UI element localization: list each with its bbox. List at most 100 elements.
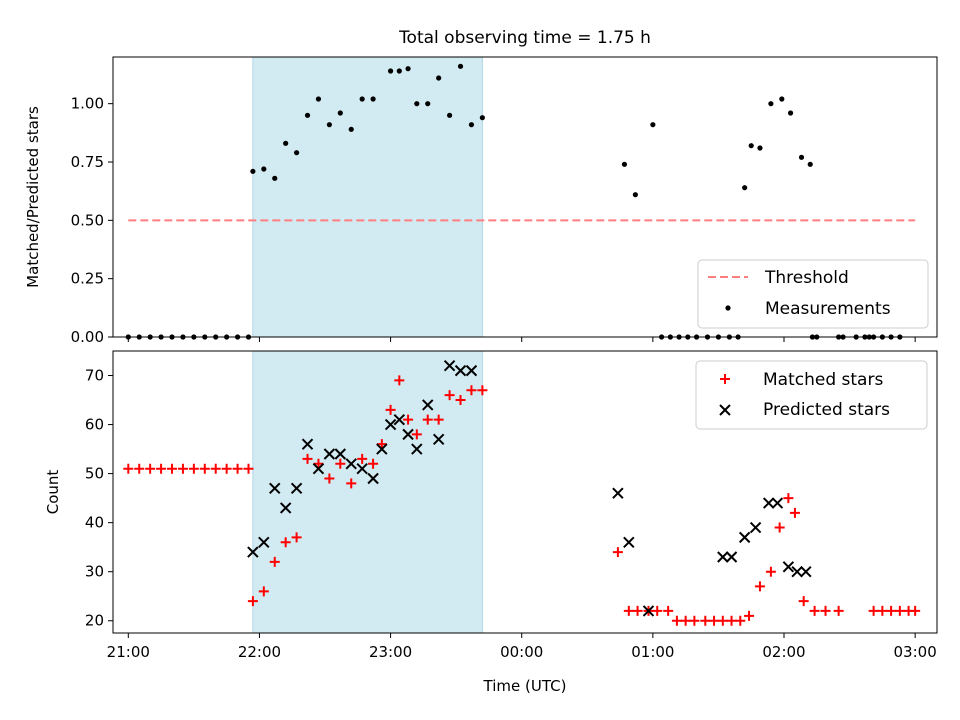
- y-tick-label: 50: [85, 465, 104, 483]
- measurement-point: [315, 96, 322, 102]
- series-predicted-stars: [247, 360, 812, 617]
- matched-point: [652, 605, 663, 616]
- legend: Matched stars Predicted stars: [695, 360, 928, 430]
- measurement-point: [405, 66, 411, 72]
- matched-point: [735, 615, 746, 626]
- measurement-point: [425, 101, 431, 107]
- matched-point: [123, 463, 134, 474]
- matched-point: [385, 404, 396, 415]
- measurement-point: [272, 175, 278, 181]
- predicted-point: [623, 536, 635, 548]
- measurement-point: [348, 126, 354, 132]
- measurement-point: [396, 68, 402, 74]
- predicted-point: [642, 605, 655, 617]
- predicted-point: [454, 364, 467, 377]
- matched-point: [798, 596, 809, 607]
- measurement-point: [370, 96, 376, 102]
- legend-predicted-swatch: [719, 404, 731, 416]
- x-tick-label: 21:00: [107, 643, 150, 661]
- matched-point: [726, 615, 737, 626]
- predicted-point: [738, 531, 751, 544]
- measurement-point: [283, 140, 289, 146]
- matched-point: [717, 615, 728, 626]
- x-tick-label: 03:00: [894, 643, 937, 661]
- matched-point: [177, 463, 188, 474]
- predicted-point: [791, 565, 803, 578]
- matched-point: [886, 605, 897, 616]
- predicted-point: [411, 443, 423, 455]
- axes-frame: [112, 350, 938, 634]
- predicted-point: [717, 551, 729, 563]
- y-tick-label: 0.75: [71, 153, 104, 171]
- y-tick-label: 20: [85, 612, 104, 630]
- predicted-point: [771, 497, 784, 509]
- measurement-point: [779, 96, 785, 102]
- measurement-point: [359, 96, 365, 102]
- predicted-point: [356, 462, 368, 475]
- predicted-point: [422, 399, 434, 411]
- y-axis-label: Matched/Predicted stars: [24, 106, 42, 288]
- predicted-point: [312, 462, 325, 475]
- predicted-point: [247, 546, 259, 558]
- legend-matched-swatch: [720, 374, 730, 384]
- predicted-point: [301, 438, 314, 450]
- matched-point: [671, 615, 682, 626]
- matched-point: [422, 414, 433, 425]
- predicted-point: [334, 448, 347, 460]
- predicted-point: [762, 497, 775, 509]
- matched-point: [243, 463, 254, 474]
- matched-point: [877, 605, 888, 616]
- matched-point: [612, 547, 623, 558]
- matched-point: [269, 556, 280, 567]
- matched-point: [689, 615, 700, 626]
- legend-box: [697, 259, 929, 329]
- predicted-point: [800, 565, 812, 578]
- matched-point: [623, 605, 634, 616]
- y-tick-label: 30: [85, 563, 104, 581]
- predicted-point: [345, 458, 357, 470]
- measurement-point: [414, 101, 420, 107]
- y-axis-label: Count: [44, 470, 62, 515]
- matched-point: [221, 463, 232, 474]
- matched-point: [444, 390, 455, 401]
- y-tick-label: 70: [85, 367, 104, 385]
- measurement-point: [446, 112, 453, 118]
- ratio-panel: 0.00 0.25 0.50 0.75 1.00 Matched/Predicted st…: [24, 56, 938, 346]
- count-panel: 20 30 40 50 60 70 21:00 22:00 23:00 00:00 01:00 02:…: [44, 350, 938, 695]
- measurement-point: [742, 185, 748, 191]
- matched-point: [258, 586, 269, 597]
- measurement-point: [250, 168, 256, 174]
- measurement-point: [650, 122, 656, 128]
- measurement-point: [807, 161, 813, 167]
- matched-point: [394, 375, 405, 386]
- matched-point: [455, 395, 466, 406]
- matched-point: [199, 463, 210, 474]
- matched-point: [809, 605, 820, 616]
- measurement-point: [468, 122, 475, 128]
- predicted-point: [393, 413, 406, 426]
- observing-span: [252, 56, 483, 338]
- predicted-point: [725, 551, 738, 563]
- measurement-point: [293, 150, 300, 156]
- matched-point: [188, 463, 199, 474]
- measurement-point: [632, 192, 638, 198]
- measurement-point: [479, 115, 485, 121]
- legend-box: [695, 360, 928, 430]
- measurement-point: [748, 143, 754, 149]
- matched-point: [280, 537, 291, 548]
- x-tick-label: 02:00: [762, 643, 805, 661]
- predicted-point: [612, 487, 624, 499]
- axes-frame: [112, 56, 938, 338]
- x-tick-label: 22:00: [238, 643, 281, 661]
- measurement-point: [304, 112, 311, 118]
- matched-point: [302, 453, 313, 464]
- matched-point: [466, 385, 477, 396]
- matched-point: [368, 458, 379, 469]
- measurement-point: [798, 154, 805, 160]
- predicted-point: [402, 428, 414, 441]
- x-tick-label: 23:00: [369, 643, 412, 661]
- legend-measurements-label: Measurements: [765, 299, 891, 319]
- matched-point: [833, 605, 844, 616]
- matched-point: [820, 605, 831, 616]
- matched-point: [313, 458, 324, 469]
